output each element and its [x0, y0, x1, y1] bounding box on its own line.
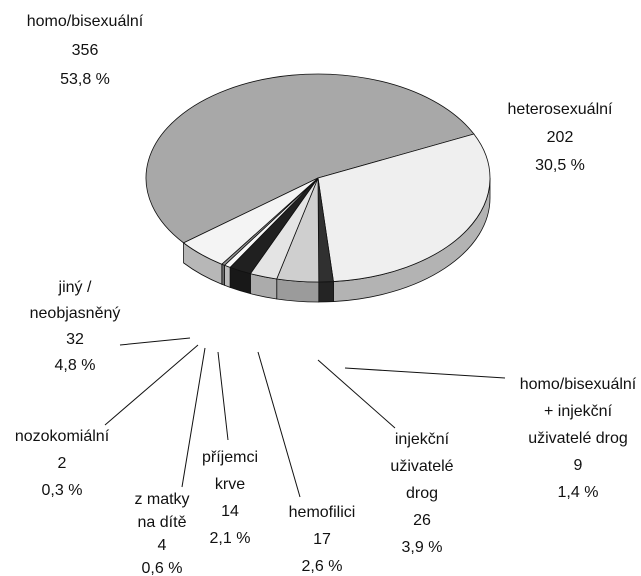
- value-label: 4: [158, 537, 167, 554]
- category-label: + injekční: [544, 403, 613, 420]
- value-label: 202: [547, 129, 574, 146]
- value-label: 26: [413, 512, 431, 529]
- category-label: krve: [215, 476, 245, 493]
- slice-label: příjemci krve 14 2,1 %: [202, 449, 258, 547]
- percent-label: 0,3 %: [42, 482, 83, 499]
- value-label: 32: [66, 331, 84, 348]
- percent-label: 0,6 %: [142, 560, 183, 576]
- pie-tops: [145, 73, 491, 283]
- leader-line: [104, 344, 199, 426]
- slice-label: z matky na dítě 4 0,6 %: [134, 491, 189, 576]
- category-label: uživatelé: [390, 458, 453, 475]
- leader-line: [317, 359, 396, 429]
- category-label: uživatelé drog: [528, 430, 628, 447]
- slice-side: [318, 281, 334, 303]
- value-label: 17: [313, 531, 331, 548]
- slice-label: homo/bisexuální + injekční uživatelé drog 9…: [520, 376, 637, 501]
- slice-label: jiný / neobjasněný 32 4,8 %: [30, 279, 121, 374]
- percent-label: 1,4 %: [558, 484, 599, 501]
- category-label: jiný /: [58, 279, 92, 296]
- leader-line: [181, 347, 206, 488]
- pie-slice: [317, 133, 491, 282]
- category-label: z matky: [134, 491, 189, 508]
- value-label: 356: [72, 42, 99, 59]
- slice-label: hemofilici 17 2,6 %: [289, 504, 356, 575]
- leader-lines: [104, 337, 506, 498]
- value-label: 9: [574, 457, 583, 474]
- percent-label: 3,9 %: [402, 539, 443, 556]
- leader-line: [257, 351, 301, 498]
- category-label: heterosexuální: [508, 101, 614, 118]
- slice-label: heterosexuální 202 30,5 %: [508, 101, 614, 174]
- leader-line: [119, 337, 191, 346]
- value-label: 2: [58, 455, 67, 472]
- leader-line: [217, 351, 229, 441]
- category-label: nozokomiální: [15, 428, 110, 445]
- slice-label: nozokomiální 2 0,3 %: [15, 428, 110, 499]
- category-label: drog: [406, 485, 438, 502]
- leader-line: [344, 367, 506, 379]
- percent-label: 30,5 %: [535, 157, 585, 174]
- category-label: na dítě: [138, 514, 187, 531]
- category-label: příjemci: [202, 449, 258, 466]
- pie-slice: [145, 73, 475, 244]
- slice-label: homo/bisexuální 356 53,8 %: [27, 13, 144, 88]
- slice-side: [224, 264, 231, 288]
- percent-label: 53,8 %: [60, 71, 110, 88]
- pie-slice: [182, 177, 319, 265]
- category-label: hemofilici: [289, 504, 356, 521]
- percent-label: 2,1 %: [210, 530, 251, 547]
- category-label: neobjasněný: [30, 305, 121, 322]
- pie-sides: [183, 177, 491, 303]
- category-label: injekční: [395, 431, 450, 448]
- slice-side: [221, 263, 225, 286]
- value-label: 14: [221, 503, 239, 520]
- slice-label: injekční uživatelé drog 26 3,9 %: [390, 431, 453, 556]
- slice-side: [276, 278, 320, 303]
- category-label: homo/bisexuální: [27, 13, 144, 30]
- category-label: homo/bisexuální: [520, 376, 637, 393]
- percent-label: 4,8 %: [55, 357, 96, 374]
- percent-label: 2,6 %: [302, 558, 343, 575]
